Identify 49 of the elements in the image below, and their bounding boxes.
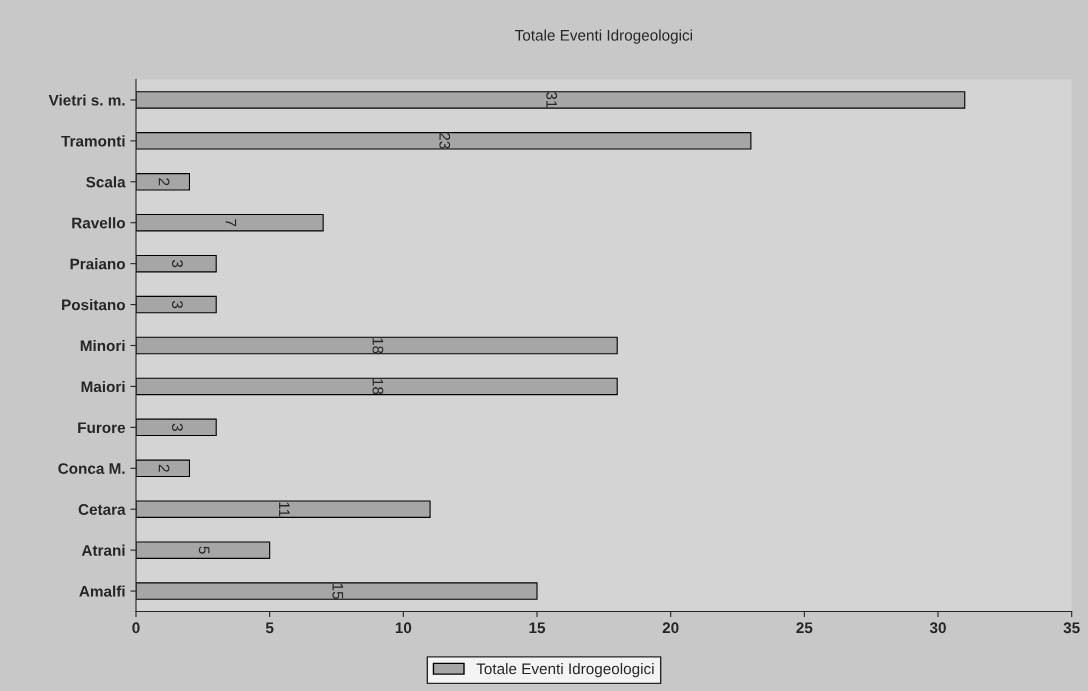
data-label: 15 — [332, 583, 344, 599]
y-tick-label: Vietri s. m. — [48, 94, 125, 106]
x-tick-label: 20 — [662, 622, 679, 634]
bar — [136, 582, 538, 600]
y-tick-label: Ravello — [72, 217, 125, 229]
bar — [136, 91, 966, 109]
bar — [136, 254, 217, 273]
bar — [136, 295, 217, 314]
y-tick-label: Tramonti — [61, 135, 125, 147]
data-label: 18 — [372, 338, 384, 354]
legend-label: Totale Eventi Idrogeologici — [476, 663, 654, 678]
x-tick-label: 15 — [529, 622, 546, 634]
bar — [136, 213, 324, 232]
x-tick-label: 25 — [796, 622, 813, 634]
data-label: 3 — [172, 300, 183, 309]
y-tick-label: Praiano — [70, 258, 125, 270]
x-tick-label: 0 — [132, 622, 140, 634]
y-tick-label: Maiori — [81, 380, 125, 393]
data-label: 3 — [172, 259, 183, 268]
bar — [136, 541, 271, 559]
data-label: 2 — [158, 178, 170, 186]
y-tick-label: Minori — [80, 339, 125, 352]
y-tick-label: Atrani — [81, 544, 125, 556]
bar — [136, 500, 431, 518]
data-label: 7 — [225, 219, 237, 227]
x-tick-label: 35 — [1063, 622, 1080, 634]
y-tick-label: Positano — [62, 299, 125, 311]
y-tick-label: Cetara — [78, 504, 126, 515]
chart-title: Totale Eventi Idrogeologici — [515, 29, 692, 44]
y-tick-label: Furore — [78, 422, 126, 434]
data-label: 31 — [546, 92, 558, 108]
bar — [136, 173, 191, 191]
bar — [136, 336, 618, 355]
x-tick-label: 5 — [265, 622, 274, 634]
y-tick-label: Scala — [86, 176, 126, 188]
bar — [136, 132, 752, 150]
data-label: 18 — [372, 379, 384, 395]
y-tick-label: Conca M. — [58, 463, 125, 474]
x-tick-label: 30 — [929, 622, 946, 634]
data-label: 23 — [439, 133, 451, 149]
data-label: 5 — [198, 546, 210, 554]
data-label: 3 — [172, 423, 183, 431]
bar — [136, 377, 618, 396]
x-tick-label: 10 — [395, 622, 412, 634]
bar — [136, 459, 191, 478]
y-tick-label: Amalfi — [79, 585, 125, 597]
bar — [136, 418, 217, 437]
data-label: 11 — [279, 502, 290, 517]
data-label: 2 — [158, 464, 170, 472]
